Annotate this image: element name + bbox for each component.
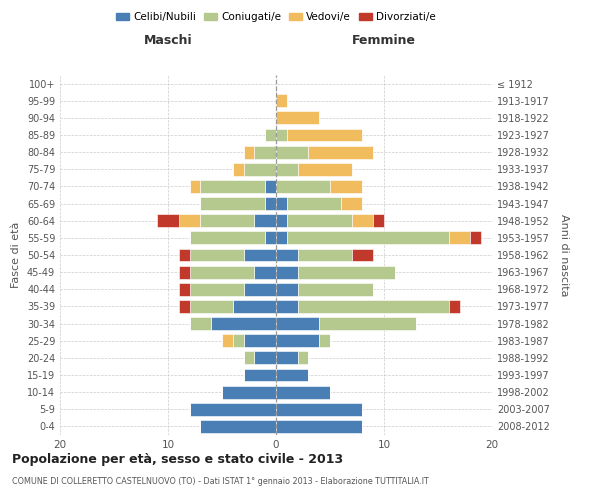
Bar bbox=[254, 214, 276, 227]
Bar bbox=[265, 180, 276, 193]
Bar bbox=[373, 214, 384, 227]
Bar bbox=[265, 232, 276, 244]
Bar bbox=[200, 197, 265, 210]
Bar bbox=[298, 300, 449, 313]
Bar bbox=[244, 352, 254, 364]
Bar bbox=[233, 334, 244, 347]
Bar bbox=[190, 317, 211, 330]
Bar bbox=[287, 197, 341, 210]
Bar bbox=[276, 214, 287, 227]
Bar bbox=[276, 368, 308, 382]
Bar bbox=[265, 128, 276, 141]
Bar bbox=[276, 283, 298, 296]
Bar bbox=[352, 214, 373, 227]
Bar bbox=[276, 163, 298, 175]
Bar bbox=[200, 420, 276, 433]
Bar bbox=[319, 317, 416, 330]
Bar bbox=[330, 180, 362, 193]
Bar bbox=[319, 334, 330, 347]
Bar bbox=[190, 232, 265, 244]
Bar bbox=[190, 403, 276, 415]
Bar bbox=[276, 146, 308, 158]
Bar bbox=[179, 248, 190, 262]
Bar bbox=[276, 352, 298, 364]
Bar bbox=[190, 283, 244, 296]
Bar bbox=[276, 248, 298, 262]
Bar bbox=[179, 283, 190, 296]
Bar bbox=[254, 146, 276, 158]
Bar bbox=[244, 248, 276, 262]
Bar bbox=[449, 232, 470, 244]
Bar bbox=[287, 232, 449, 244]
Bar bbox=[190, 300, 233, 313]
Bar bbox=[470, 232, 481, 244]
Bar bbox=[244, 368, 276, 382]
Bar bbox=[287, 214, 352, 227]
Bar bbox=[449, 300, 460, 313]
Bar bbox=[200, 180, 265, 193]
Bar bbox=[276, 128, 287, 141]
Text: Popolazione per età, sesso e stato civile - 2013: Popolazione per età, sesso e stato civil… bbox=[12, 452, 343, 466]
Bar bbox=[254, 266, 276, 278]
Bar bbox=[190, 180, 200, 193]
Bar bbox=[276, 112, 319, 124]
Bar bbox=[200, 214, 254, 227]
Bar bbox=[276, 266, 298, 278]
Bar bbox=[276, 334, 319, 347]
Bar bbox=[190, 266, 254, 278]
Bar bbox=[244, 283, 276, 296]
Bar bbox=[211, 317, 276, 330]
Bar bbox=[276, 197, 287, 210]
Bar bbox=[276, 94, 287, 107]
Bar bbox=[298, 266, 395, 278]
Bar bbox=[352, 248, 373, 262]
Bar bbox=[265, 197, 276, 210]
Bar bbox=[276, 180, 330, 193]
Bar bbox=[179, 214, 200, 227]
Bar bbox=[233, 300, 276, 313]
Bar bbox=[298, 248, 352, 262]
Bar bbox=[298, 283, 373, 296]
Bar bbox=[287, 128, 362, 141]
Bar bbox=[233, 163, 244, 175]
Y-axis label: Fasce di età: Fasce di età bbox=[11, 222, 21, 288]
Bar bbox=[190, 248, 244, 262]
Bar bbox=[276, 300, 298, 313]
Legend: Celibi/Nubili, Coniugati/e, Vedovi/e, Divorziati/e: Celibi/Nubili, Coniugati/e, Vedovi/e, Di… bbox=[112, 8, 440, 26]
Bar bbox=[276, 317, 319, 330]
Bar bbox=[179, 300, 190, 313]
Bar bbox=[157, 214, 179, 227]
Text: Femmine: Femmine bbox=[352, 34, 416, 48]
Text: COMUNE DI COLLERETTO CASTELNUOVO (TO) - Dati ISTAT 1° gennaio 2013 - Elaborazion: COMUNE DI COLLERETTO CASTELNUOVO (TO) - … bbox=[12, 478, 429, 486]
Bar bbox=[244, 146, 254, 158]
Bar bbox=[179, 266, 190, 278]
Bar bbox=[222, 334, 233, 347]
Bar bbox=[276, 232, 287, 244]
Bar bbox=[308, 146, 373, 158]
Text: Maschi: Maschi bbox=[143, 34, 193, 48]
Bar bbox=[276, 403, 362, 415]
Bar bbox=[298, 163, 352, 175]
Bar bbox=[254, 352, 276, 364]
Bar bbox=[298, 352, 308, 364]
Bar bbox=[244, 163, 276, 175]
Bar bbox=[341, 197, 362, 210]
Bar bbox=[222, 386, 276, 398]
Bar bbox=[276, 420, 362, 433]
Y-axis label: Anni di nascita: Anni di nascita bbox=[559, 214, 569, 296]
Bar bbox=[244, 334, 276, 347]
Bar bbox=[276, 386, 330, 398]
